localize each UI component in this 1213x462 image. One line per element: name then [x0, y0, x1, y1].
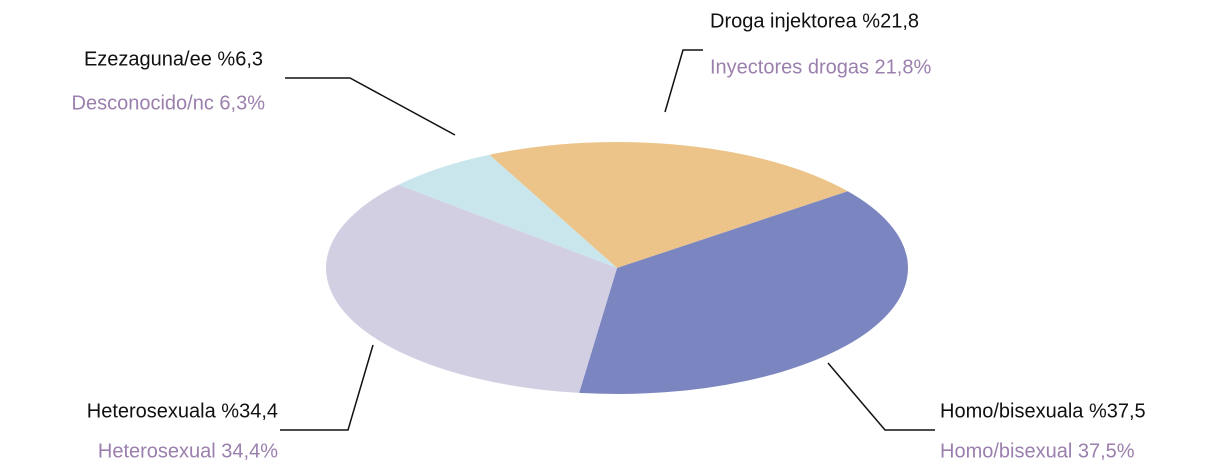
pie-slice [398, 154, 617, 268]
leader-line [285, 77, 456, 136]
pie-slice [489, 142, 848, 268]
slice-label: Heterosexuala %34,4 [87, 400, 278, 422]
leader-line [827, 362, 935, 431]
leader-line [280, 344, 374, 431]
value-label: Homo/bisexual 37,5% [940, 440, 1135, 462]
value-label: Desconocido/nc 6,3% [72, 92, 266, 114]
slice-label: Homo/bisexuala %37,5 [940, 400, 1146, 422]
value-label: Heterosexual 34,4% [98, 440, 278, 462]
pie-slice [579, 191, 908, 395]
slice-label: Droga injektorea %21,8 [710, 10, 919, 32]
slice-label: Ezezaguna/ee %6,3 [84, 48, 263, 70]
pie-slice [326, 184, 617, 393]
leader-line [664, 49, 703, 113]
value-label: Inyectores drogas 21,8% [710, 56, 931, 78]
